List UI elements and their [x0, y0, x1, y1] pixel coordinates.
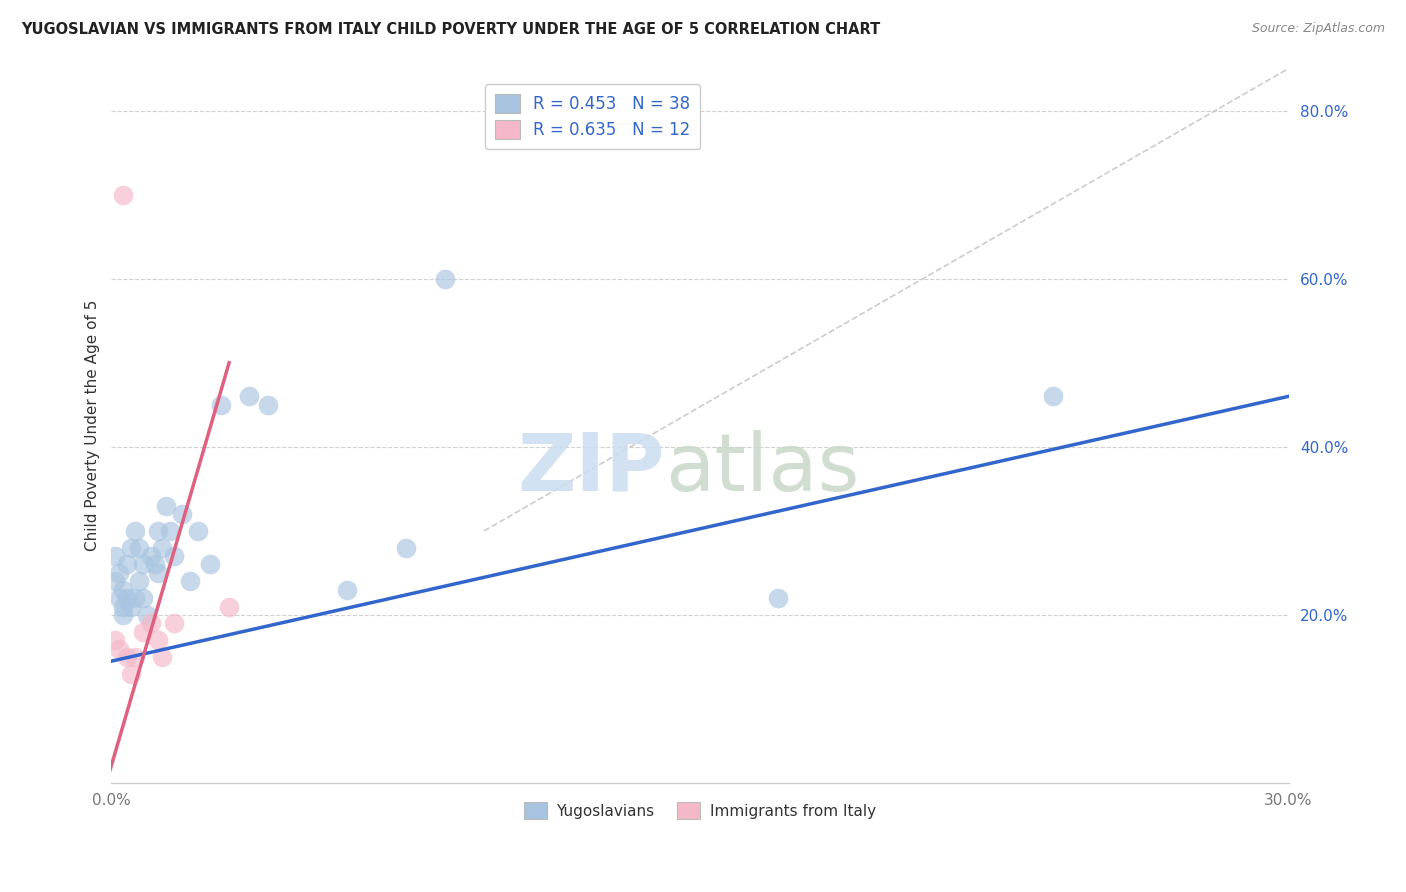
Point [148, 566, 170, 580]
Point [218, 599, 240, 614]
Point [104, 633, 127, 648]
Point [152, 649, 174, 664]
Text: YUGOSLAVIAN VS IMMIGRANTS FROM ITALY CHILD POVERTY UNDER THE AGE OF 5 CORRELATIO: YUGOSLAVIAN VS IMMIGRANTS FROM ITALY CHI… [21, 22, 880, 37]
Point [148, 524, 170, 538]
Point [170, 507, 193, 521]
Point [124, 649, 146, 664]
Point [112, 582, 135, 597]
Text: ZIP: ZIP [517, 430, 665, 508]
Point [139, 549, 162, 563]
Point [108, 591, 131, 606]
Point [104, 549, 127, 563]
Point [108, 641, 131, 656]
Point [124, 524, 146, 538]
Point [187, 524, 209, 538]
Point [128, 541, 150, 555]
Point [1042, 389, 1064, 403]
Point [257, 398, 280, 412]
Point [104, 574, 127, 589]
Point [115, 649, 138, 664]
Point [112, 599, 135, 614]
Point [132, 624, 155, 639]
Point [115, 591, 138, 606]
Point [139, 616, 162, 631]
Point [152, 541, 174, 555]
Point [198, 558, 221, 572]
Text: atlas: atlas [665, 430, 859, 508]
Point [132, 558, 155, 572]
Point [155, 499, 177, 513]
Point [112, 607, 135, 622]
Point [159, 524, 181, 538]
Point [120, 666, 142, 681]
Point [120, 541, 142, 555]
Point [143, 558, 166, 572]
Point [433, 271, 456, 285]
Legend: Yugoslavians, Immigrants from Italy: Yugoslavians, Immigrants from Italy [519, 796, 882, 825]
Point [179, 574, 201, 589]
Point [238, 389, 260, 403]
Text: Source: ZipAtlas.com: Source: ZipAtlas.com [1251, 22, 1385, 36]
Point [132, 591, 155, 606]
Point [163, 616, 186, 631]
Point [395, 541, 418, 555]
Point [336, 582, 359, 597]
Point [108, 566, 131, 580]
Point [128, 574, 150, 589]
Point [209, 398, 232, 412]
Point [135, 607, 157, 622]
Point [120, 599, 142, 614]
Point [148, 633, 170, 648]
Point [163, 549, 186, 563]
Point [112, 187, 135, 202]
Point [115, 558, 138, 572]
Point [124, 591, 146, 606]
Point [768, 591, 790, 606]
Y-axis label: Child Poverty Under the Age of 5: Child Poverty Under the Age of 5 [86, 300, 100, 551]
